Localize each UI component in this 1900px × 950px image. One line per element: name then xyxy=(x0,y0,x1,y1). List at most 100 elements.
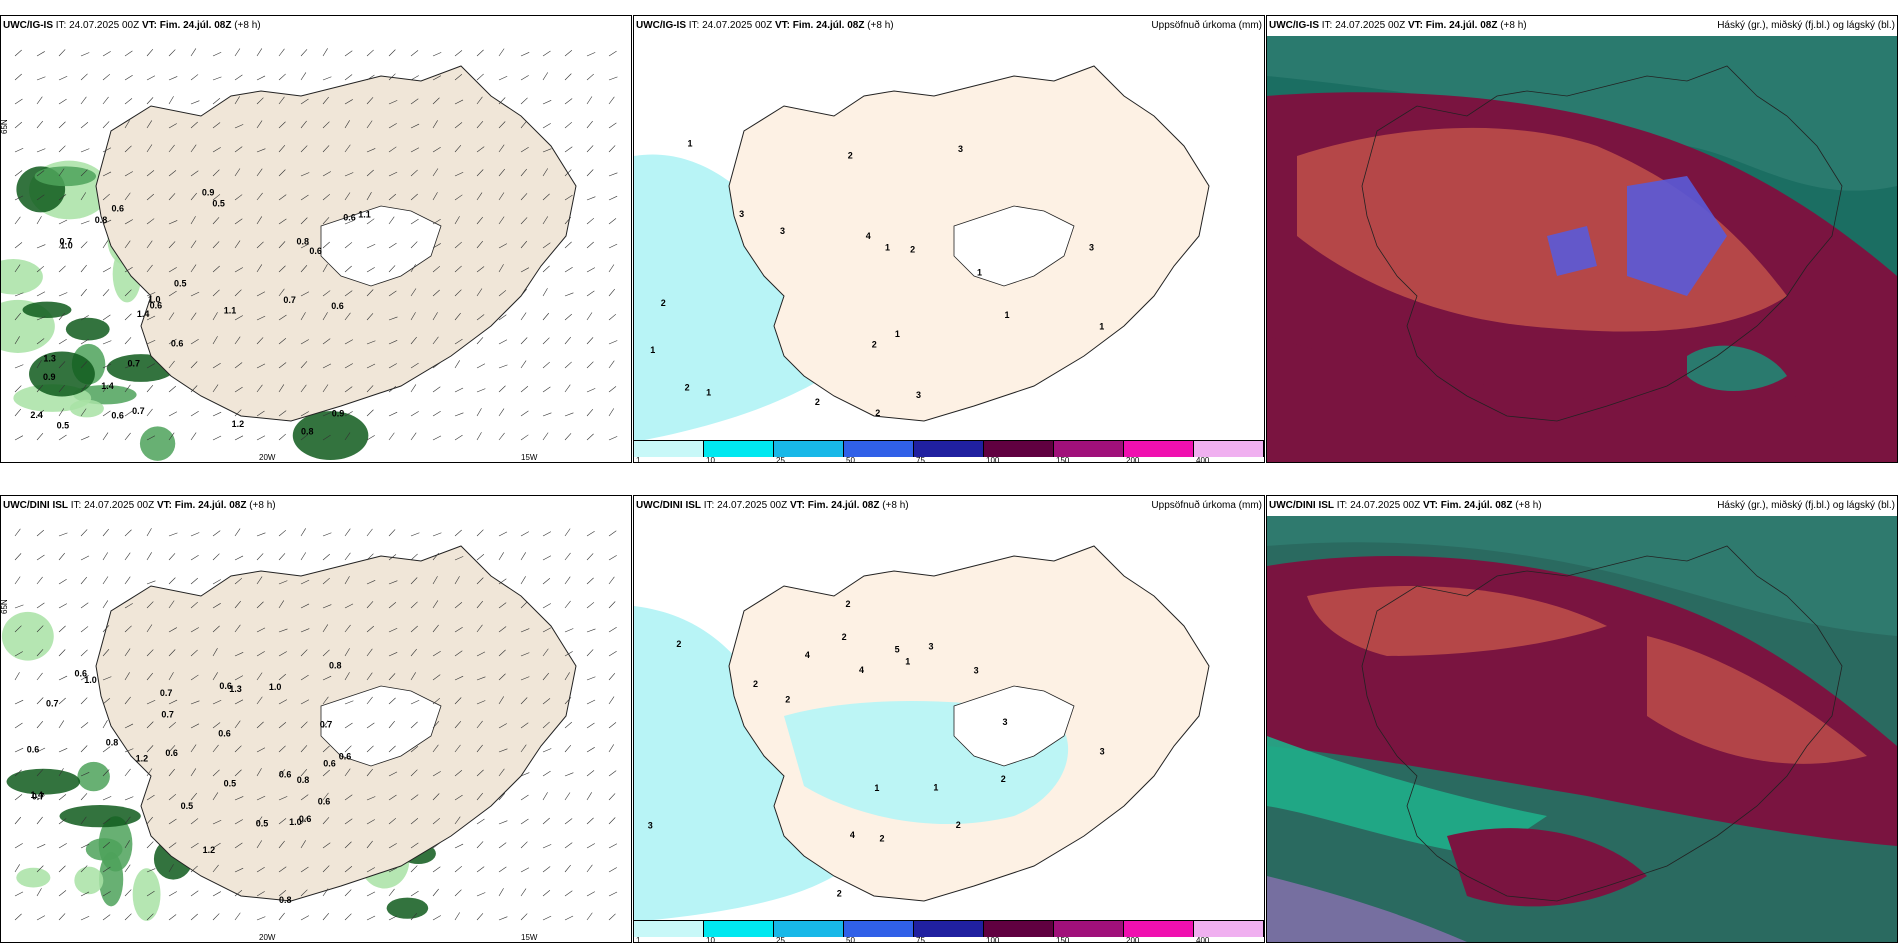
wind-barb xyxy=(14,195,24,201)
wind-barb xyxy=(36,360,42,369)
wind-barb xyxy=(234,720,241,729)
wind-barb xyxy=(586,52,596,57)
wind-barb xyxy=(410,577,418,585)
wind-barb xyxy=(454,697,462,705)
wind-barb xyxy=(102,625,110,633)
wind-barb xyxy=(542,312,550,321)
wind-speed-value: 0.7 xyxy=(160,688,173,698)
wind-barb xyxy=(102,73,111,81)
wind-barb xyxy=(476,49,484,57)
colorbar-tick-label: 50 xyxy=(846,456,855,463)
wind-barb xyxy=(58,145,66,153)
wind-barb xyxy=(344,363,353,369)
wind-barb xyxy=(608,672,616,681)
wind-barb xyxy=(322,912,330,921)
wind-barb xyxy=(234,289,242,297)
wind-barb xyxy=(300,649,308,657)
wind-barb xyxy=(190,216,196,225)
wind-barb xyxy=(432,771,441,777)
wind-barb xyxy=(388,843,397,849)
wind-barb xyxy=(234,796,244,801)
wind-barb xyxy=(410,648,417,657)
wind-barb xyxy=(542,531,552,537)
wind-barb xyxy=(256,672,263,681)
wind-barb xyxy=(476,146,485,153)
wind-barb xyxy=(234,745,242,753)
colorbar-tick-label: 150 xyxy=(1056,456,1070,463)
wind-barb xyxy=(190,312,197,321)
wind-barb xyxy=(278,241,286,249)
precip-map: 2 1 1 2 3 4 2 3 5 2 4 3 2 1 2 3 2 3 4 2 2 xyxy=(634,516,1264,942)
precip-value: 2 xyxy=(842,632,847,642)
colorbar-swatch xyxy=(1124,921,1194,937)
wind-barb xyxy=(542,648,549,657)
wind-barb xyxy=(564,313,572,321)
colorbar-swatch xyxy=(1194,441,1264,457)
precip-value: 2 xyxy=(815,397,820,407)
wind-barb xyxy=(608,313,617,321)
wind-barb xyxy=(498,748,508,753)
wind-barb xyxy=(388,771,398,777)
wind-barb xyxy=(190,100,200,105)
wind-barb xyxy=(212,769,220,777)
wind-barb xyxy=(454,360,460,369)
wind-barb xyxy=(476,216,483,225)
wind-barb xyxy=(542,168,549,177)
colorbar-tick-label: 25 xyxy=(776,936,785,943)
wind-barb xyxy=(234,675,244,681)
wind-barb xyxy=(454,194,463,201)
wind-barb xyxy=(102,866,111,873)
lon-label-west: 20W xyxy=(259,933,276,942)
wind-barb xyxy=(58,194,67,201)
wind-barb xyxy=(388,652,398,657)
wind-barb xyxy=(322,312,328,321)
wind-barb xyxy=(586,699,596,705)
wind-barb xyxy=(234,362,243,369)
wind-barb xyxy=(454,171,464,177)
wind-barb xyxy=(410,532,420,537)
wind-barb xyxy=(256,363,266,369)
wind-barb xyxy=(14,651,23,657)
wind-barb xyxy=(58,98,67,105)
wind-barb xyxy=(190,744,197,753)
wind-barb xyxy=(256,816,263,825)
init-time: IT: 24.07.2025 00Z xyxy=(703,500,788,511)
wind-barb xyxy=(124,913,132,921)
wind-speed-value: 1.3 xyxy=(229,684,242,694)
wind-barb xyxy=(322,888,329,897)
wind-barb xyxy=(102,914,111,921)
precip-value: 3 xyxy=(648,821,653,831)
wind-barb xyxy=(234,386,243,393)
wind-barb xyxy=(212,122,221,129)
wind-speed-blob xyxy=(386,897,429,919)
wind-barb xyxy=(564,552,571,561)
precip-value: 1 xyxy=(1099,321,1104,331)
wind-speed-value: 1.4 xyxy=(30,790,43,800)
wind-barb xyxy=(542,748,552,753)
wind-speed-value: 0.6 xyxy=(27,745,40,755)
wind-barb xyxy=(388,100,398,105)
wind-speed-blob xyxy=(132,868,161,921)
wind-barb xyxy=(278,912,285,921)
lat-label: 65N xyxy=(1,599,9,614)
wind-speed-value: 0.7 xyxy=(161,710,174,720)
wind-speed-value: 0.8 xyxy=(329,661,342,671)
wind-barb xyxy=(586,290,595,297)
panel-bottom-left: UWC/DINI ISL IT: 24.07.2025 00Z VT: Fim.… xyxy=(0,495,632,943)
precip-value: 2 xyxy=(845,599,850,609)
wind-barb xyxy=(388,720,395,729)
wind-barb xyxy=(146,264,153,273)
wind-barb xyxy=(234,699,244,705)
wind-barb xyxy=(608,96,615,105)
wind-barb xyxy=(586,912,593,921)
wind-barb xyxy=(278,314,287,321)
wind-barb xyxy=(564,146,573,153)
wind-barb xyxy=(322,577,330,585)
wind-barb xyxy=(498,264,504,273)
cloud-map xyxy=(1267,516,1897,942)
wind-barb xyxy=(256,651,265,657)
wind-barb xyxy=(58,843,67,849)
wind-barb xyxy=(432,915,441,921)
wind-barb xyxy=(36,316,46,321)
wind-barb xyxy=(520,628,530,633)
